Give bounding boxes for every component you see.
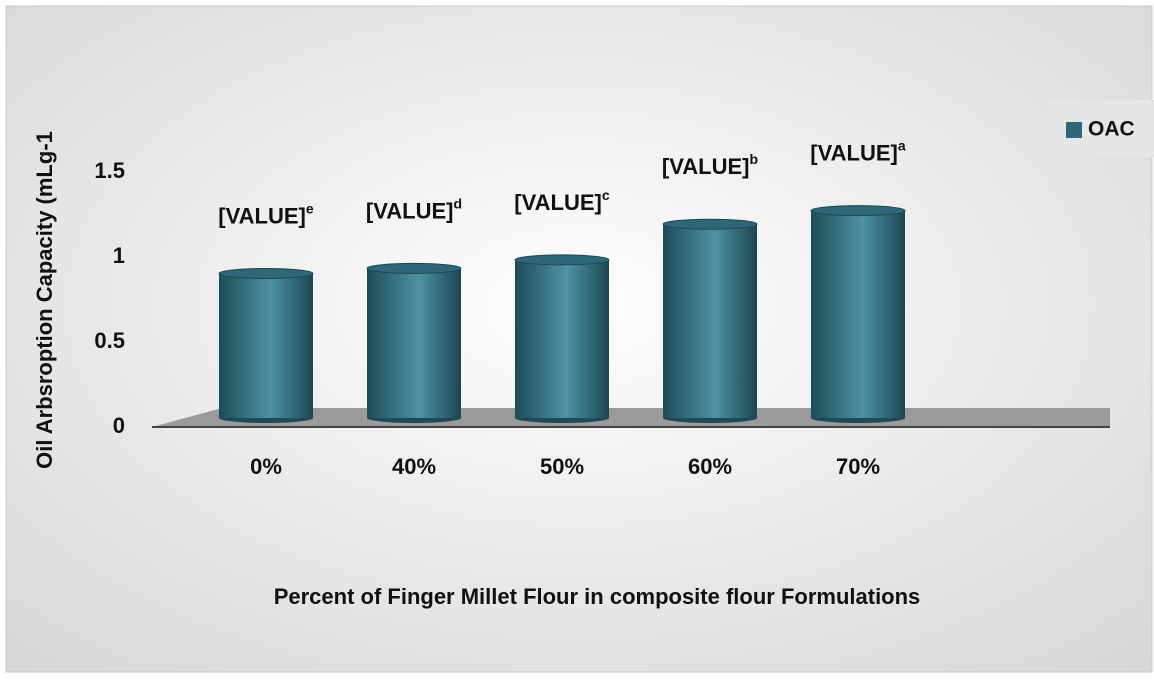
- data-label-superscript: c: [602, 187, 610, 203]
- data-label-superscript: a: [898, 137, 906, 153]
- data-label-superscript: e: [306, 200, 314, 216]
- data-label: [VALUE]b: [662, 151, 758, 179]
- data-label-text: [VALUE]: [218, 203, 306, 228]
- bar: [219, 273, 313, 418]
- data-label-text: [VALUE]: [514, 190, 602, 215]
- legend-swatch: [1066, 122, 1082, 138]
- x-tick-label: 0%: [250, 454, 282, 479]
- legend-label: OAC: [1088, 118, 1135, 141]
- data-label: [VALUE]c: [514, 187, 610, 215]
- data-label: [VALUE]d: [366, 195, 462, 223]
- x-tick-label: 60%: [688, 454, 732, 479]
- x-tick-label: 40%: [392, 454, 436, 479]
- x-axis-title: Percent of Finger Millet Flour in compos…: [274, 584, 921, 609]
- bar-top: [366, 262, 462, 274]
- bar: [515, 259, 609, 418]
- y-tick-label: 0: [113, 413, 125, 438]
- bar-top: [514, 254, 610, 266]
- y-tick-label: 1.5: [94, 158, 125, 183]
- x-tick-label: 70%: [836, 454, 880, 479]
- data-label-text: [VALUE]: [662, 154, 750, 179]
- legend-box: [1048, 100, 1154, 157]
- bar: [811, 210, 905, 418]
- y-tick-label: 1: [113, 243, 125, 268]
- data-label: [VALUE]e: [218, 200, 314, 228]
- bar: [367, 268, 461, 418]
- bar: [663, 224, 757, 418]
- data-label-text: [VALUE]: [810, 140, 898, 165]
- y-axis-title: Oil Arbsroption Capacity (mLg-1: [32, 131, 57, 469]
- y-tick-label: 0.5: [94, 328, 125, 353]
- bar-top: [662, 218, 758, 230]
- data-label: [VALUE]a: [810, 137, 906, 165]
- data-label-text: [VALUE]: [366, 198, 454, 223]
- bar-top: [810, 205, 906, 217]
- x-tick-label: 50%: [540, 454, 584, 479]
- bar-top: [218, 268, 314, 279]
- data-label-superscript: d: [454, 195, 463, 211]
- data-label-superscript: b: [750, 151, 759, 167]
